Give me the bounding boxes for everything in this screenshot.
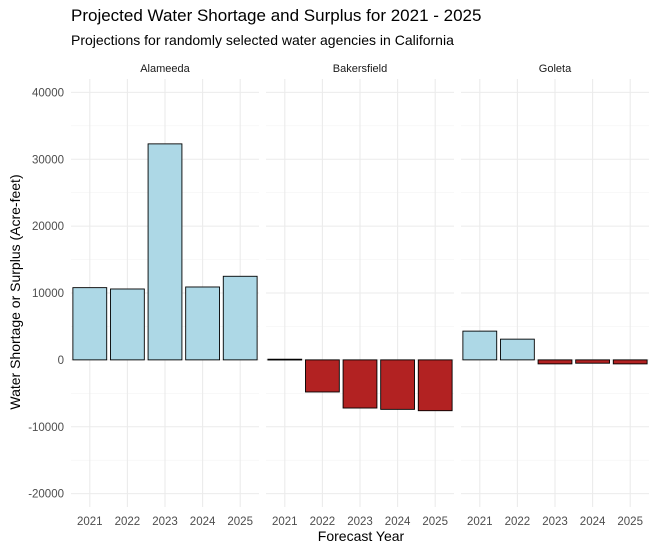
y-tick-label: 0 bbox=[58, 355, 64, 367]
y-tick-label: 30000 bbox=[32, 154, 64, 166]
bar bbox=[575, 359, 610, 364]
bar bbox=[110, 288, 145, 361]
bar bbox=[342, 359, 378, 409]
y-tick-label: 10000 bbox=[32, 288, 64, 300]
x-tick-label: 2023 bbox=[347, 516, 373, 528]
bar bbox=[72, 287, 108, 361]
x-tick-label: 2025 bbox=[227, 516, 253, 528]
x-axis-label: Forecast Year bbox=[318, 528, 405, 544]
bar bbox=[185, 286, 220, 361]
y-tick-label: -10000 bbox=[28, 422, 64, 434]
bar bbox=[417, 359, 453, 412]
bar bbox=[267, 358, 303, 361]
x-tick-label: 2021 bbox=[467, 516, 493, 528]
x-tick-label: 2021 bbox=[77, 516, 103, 528]
x-tick-label: 2024 bbox=[385, 516, 411, 528]
chart-title: Projected Water Shortage and Surplus for… bbox=[71, 6, 482, 25]
x-tick-label: 2025 bbox=[422, 516, 448, 528]
x-tick-label: 2022 bbox=[310, 516, 336, 528]
x-tick-label: 2021 bbox=[272, 516, 298, 528]
bar bbox=[380, 359, 415, 410]
x-tick-label: 2022 bbox=[115, 516, 141, 528]
chart-subtitle: Projections for randomly selected water … bbox=[71, 32, 454, 48]
bar bbox=[612, 359, 648, 365]
facet-strip-label: Goleta bbox=[539, 63, 572, 75]
y-tick-label: 40000 bbox=[32, 87, 64, 99]
bar bbox=[305, 359, 340, 393]
x-tick-label: 2024 bbox=[190, 516, 216, 528]
x-tick-label: 2024 bbox=[580, 516, 606, 528]
bar bbox=[500, 338, 535, 361]
x-tick-label: 2023 bbox=[542, 516, 568, 528]
x-tick-label: 2022 bbox=[505, 516, 531, 528]
bar bbox=[147, 143, 183, 361]
x-tick-label: 2025 bbox=[617, 516, 643, 528]
bar bbox=[462, 330, 498, 361]
x-tick-label: 2023 bbox=[152, 516, 178, 528]
y-tick-label: -20000 bbox=[28, 489, 64, 501]
y-tick-label: 20000 bbox=[32, 221, 64, 233]
facet-strip-label: Bakersfield bbox=[333, 63, 387, 75]
facet-strip-label: Alameeda bbox=[140, 63, 190, 75]
bar bbox=[222, 275, 258, 361]
y-axis-label: Water Shortage or Surplus (Acre-feet) bbox=[7, 174, 23, 409]
bar bbox=[537, 359, 573, 365]
